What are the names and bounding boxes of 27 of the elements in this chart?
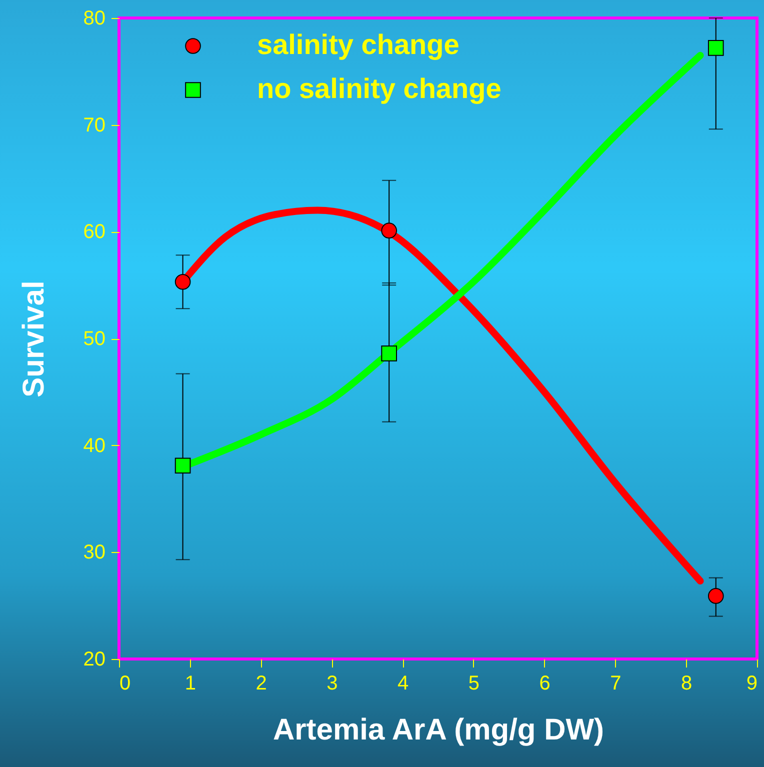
point	[174, 274, 191, 290]
x-tick-label: 6	[539, 672, 550, 694]
x-tick-label: 0	[120, 672, 131, 694]
legend-label: no salinity change	[257, 73, 502, 104]
x-tick-label: 8	[681, 672, 692, 694]
x-tick-label: 2	[256, 672, 267, 694]
legend-label: salinity change	[257, 29, 460, 60]
y-tick-label: 60	[83, 221, 106, 244]
x-axis-title: Artemia ArA (mg/g DW)	[272, 714, 604, 746]
y-tick-label: 70	[83, 114, 106, 136]
x-tick-label: 5	[468, 672, 480, 694]
x-tick-label: 3	[326, 672, 338, 694]
x-tick-label: 7	[610, 672, 622, 694]
y-tick-label: 20	[83, 648, 106, 670]
point	[381, 346, 398, 362]
y-tick-label: 80	[83, 8, 106, 30]
point	[708, 588, 724, 604]
point	[708, 40, 724, 56]
point	[381, 222, 398, 238]
y-axis-title: Survival	[17, 280, 50, 398]
y-tick-label: 50	[83, 328, 106, 350]
point	[174, 458, 191, 474]
y-tick-label: 40	[83, 434, 106, 457]
x-tick-label: 1	[184, 672, 196, 694]
y-tick-label: 30	[83, 542, 106, 564]
x-tick-label: 9	[746, 672, 758, 694]
x-tick-label: 4	[397, 672, 409, 694]
